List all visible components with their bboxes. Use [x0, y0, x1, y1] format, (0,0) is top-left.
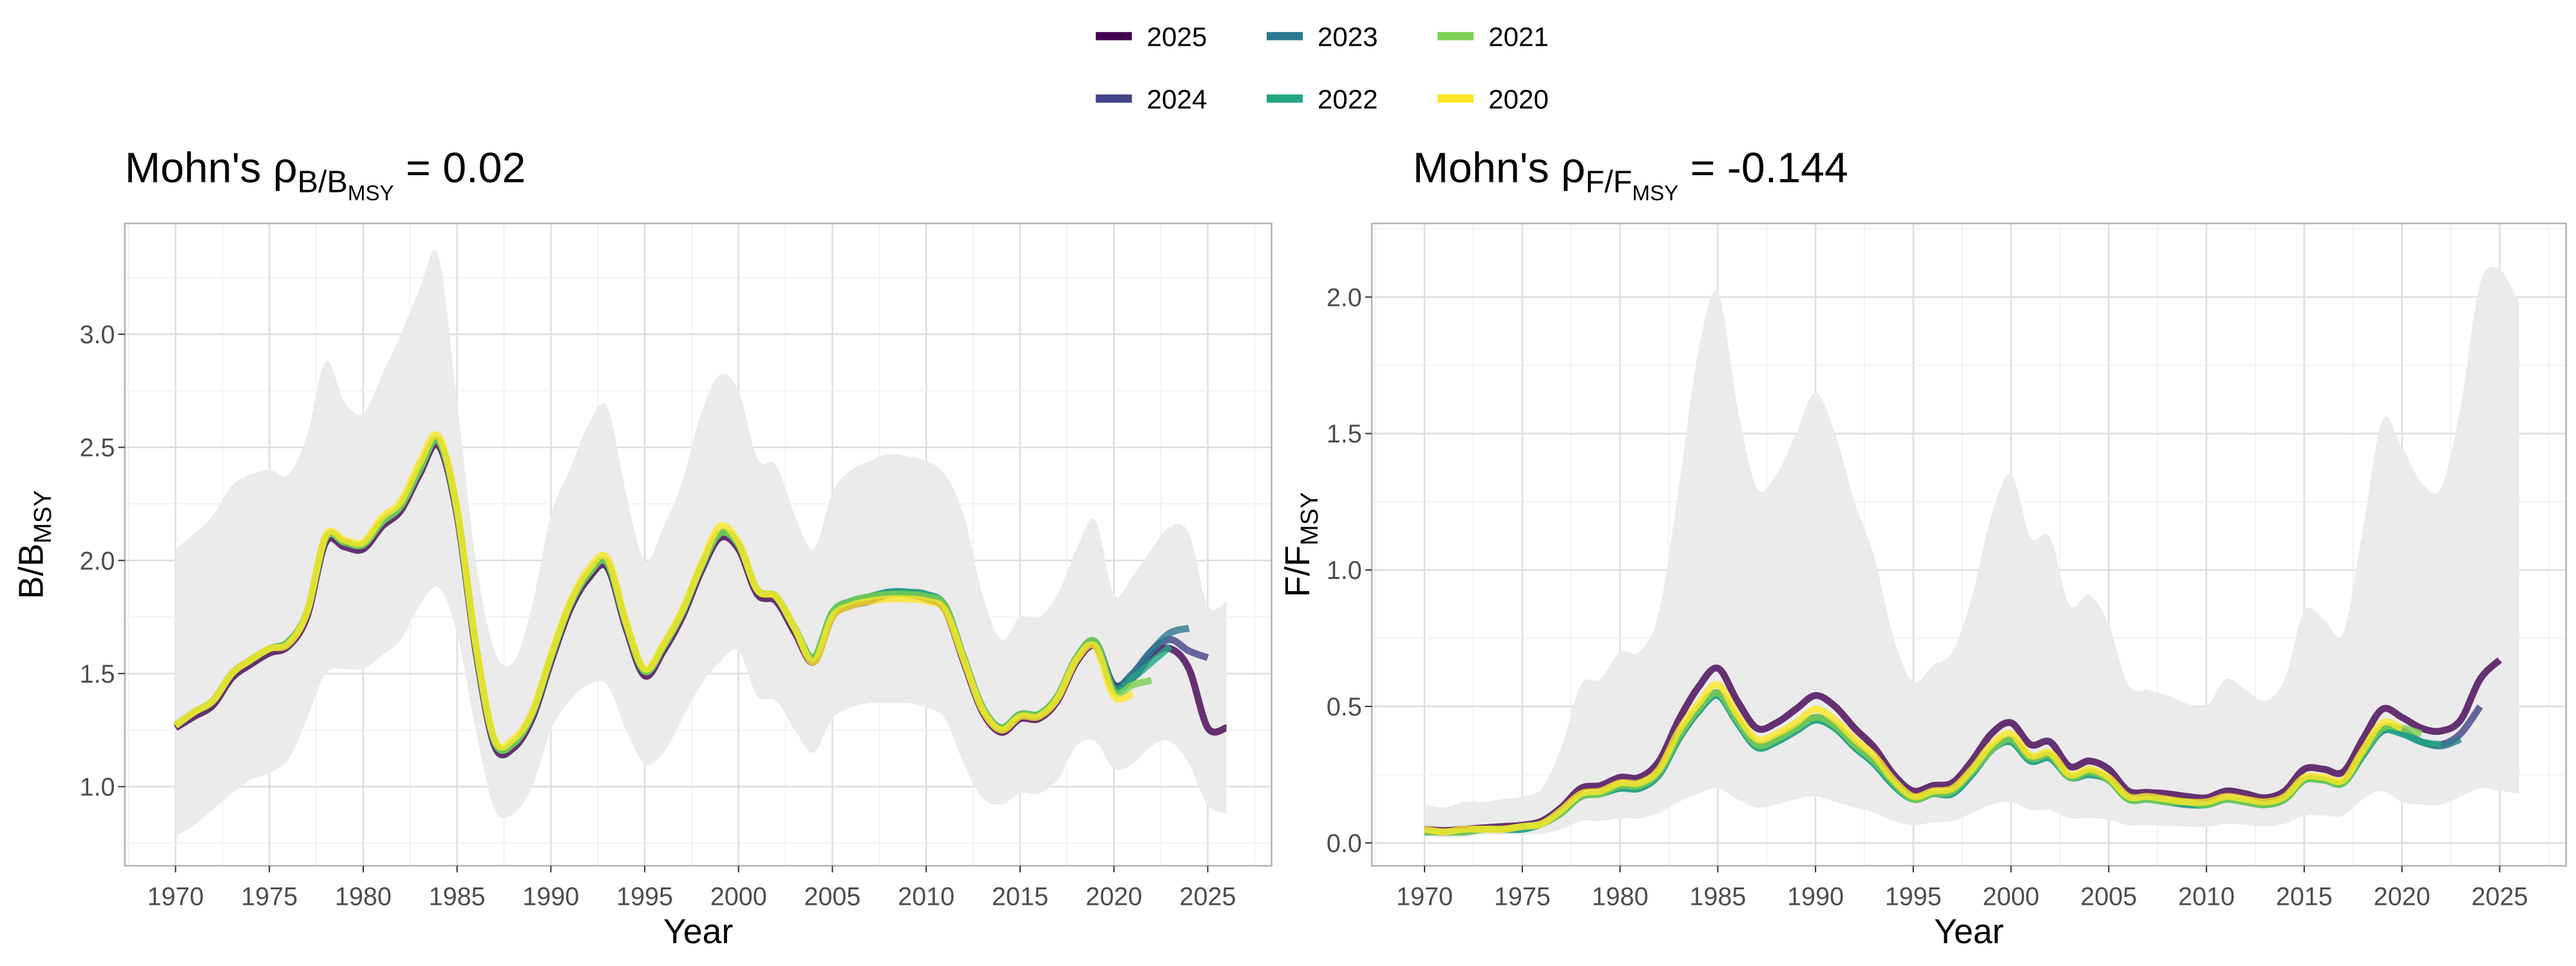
x-tick-label: 2020: [1086, 883, 1142, 911]
x-tick-label: 1975: [241, 883, 298, 911]
legend: 2025 2023 2021 2024 2022 2020: [1095, 21, 1549, 114]
x-tick-label: 2020: [2374, 883, 2430, 911]
y-tick-label: 3.0: [80, 321, 115, 349]
x-tick-label: 1995: [1885, 883, 1942, 911]
y-axis-title: F/FMSY: [1279, 492, 1323, 597]
chart-title: Mohn's ρF/FMSY = -0.144: [1413, 144, 1848, 205]
legend-label: 2025: [1147, 21, 1208, 52]
title-suffix: = -0.144: [1678, 144, 1848, 192]
panel-b-bmsy: 1970 1975 1980 1985 1990 1995 2000 2005 2010 2015…: [12, 144, 1273, 951]
x-tick-label: 1995: [616, 883, 673, 911]
x-tick-label: 1975: [1494, 883, 1551, 911]
title-prefix: Mohn's ρ: [125, 144, 298, 192]
y-tick-label: 1.0: [1327, 556, 1362, 585]
y-axis-title-main: B/B: [12, 544, 50, 599]
x-tick-label: 1970: [147, 883, 204, 911]
y-tick-label: 2.0: [80, 547, 115, 575]
series-line-2020: [1424, 681, 2403, 836]
x-tick-label: 1985: [429, 883, 486, 911]
x-tick-label: 1980: [1592, 883, 1649, 911]
x-tick-label: 2010: [898, 883, 954, 911]
legend-label: 2023: [1318, 21, 1378, 52]
x-tick-label: 2000: [1983, 883, 2040, 911]
legend-item-2025: 2025: [1095, 21, 1208, 52]
y-axis-title-sub: MSY: [1296, 492, 1323, 545]
x-tick-label: 1970: [1396, 883, 1453, 911]
series-line-2020: [173, 431, 1134, 751]
y-tick-label: 2.0: [1327, 283, 1362, 312]
x-tick-label: 2025: [1179, 883, 1236, 911]
title-subsub: MSY: [348, 182, 394, 205]
legend-item-2023: 2023: [1266, 21, 1378, 52]
title-suffix: = 0.02: [394, 144, 526, 192]
x-axis-title: Year: [663, 913, 733, 951]
x-tick-label: 1990: [1787, 883, 1844, 911]
x-tick-label: 2010: [2178, 883, 2235, 911]
y-axis-title-main: F/F: [1279, 545, 1317, 597]
panel-border: [124, 222, 1273, 867]
y-tick-label: 1.5: [80, 660, 115, 688]
x-tick-label: 1990: [522, 883, 579, 911]
series-line-2025: [1424, 657, 2503, 835]
x-tick-label: 2015: [2276, 883, 2333, 911]
legend-item-2020: 2020: [1437, 84, 1549, 114]
legend-label: 2021: [1488, 21, 1549, 52]
x-tick-label: 1980: [335, 883, 392, 911]
chart-title: Mohn's ρB/BMSY = 0.02: [125, 144, 526, 205]
legend-label: 2024: [1147, 84, 1208, 114]
y-tick-label: 1.0: [80, 773, 115, 801]
legend-item-2022: 2022: [1266, 84, 1378, 114]
x-axis-title: Year: [1934, 913, 2003, 951]
x-tick-label: 2015: [992, 883, 1048, 911]
x-tick-label: 1985: [1689, 883, 1746, 911]
title-prefix: Mohn's ρ: [1413, 144, 1586, 192]
y-tick-label: 1.5: [1327, 420, 1362, 448]
confidence-band: [175, 250, 1227, 837]
confidence-band: [1425, 267, 2519, 838]
y-tick-label: 0.5: [1327, 693, 1362, 721]
title-subsub: MSY: [1632, 182, 1678, 205]
x-tick-label: 2025: [2472, 883, 2528, 911]
x-tick-label: 2005: [804, 883, 861, 911]
x-tick-label: 2005: [2080, 883, 2137, 911]
y-axis-title-sub: MSY: [29, 490, 57, 544]
legend-item-2024: 2024: [1095, 84, 1208, 114]
x-tick-label: 2000: [710, 883, 767, 911]
panel-border: [1370, 222, 2567, 867]
panel-f-fmsy: 1970 1975 1980 1985 1990 1995 2000 2005 2010 2015…: [1279, 144, 2567, 951]
y-tick-label: 0.0: [1327, 829, 1362, 858]
y-tick-label: 2.5: [80, 434, 115, 462]
legend-label: 2020: [1488, 84, 1549, 114]
y-axis-title: B/BMSY: [12, 490, 57, 599]
legend-item-2021: 2021: [1437, 21, 1549, 52]
title-sub: B/B: [298, 164, 348, 199]
legend-label: 2022: [1318, 84, 1378, 114]
title-sub: F/F: [1586, 164, 1633, 199]
